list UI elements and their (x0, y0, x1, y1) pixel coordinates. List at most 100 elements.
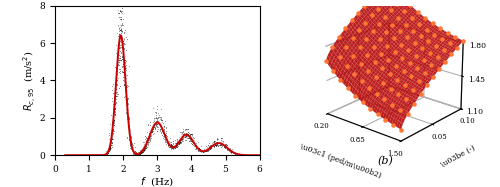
Point (134, 153, 142, 156)
Point (252, 154, 260, 157)
Point (122, 96, 130, 99)
Point (118, 65, 126, 68)
Point (94, 154, 102, 157)
Point (148, 129, 156, 132)
Point (178, 135, 186, 138)
Point (84, 154, 92, 157)
Point (116, 15, 124, 18)
Point (141, 144, 149, 147)
Point (158, 118, 166, 121)
Point (179, 130, 187, 133)
Point (122, 75, 130, 78)
Point (134, 152, 142, 155)
Point (169, 145, 177, 148)
Point (126, 130, 134, 133)
Point (203, 148, 211, 151)
Point (246, 154, 254, 157)
Point (160, 124, 168, 127)
Point (221, 146, 229, 149)
Point (118, 57, 126, 60)
Point (76, 154, 84, 157)
Point (178, 137, 186, 140)
Point (70, 154, 78, 157)
Point (234, 153, 241, 156)
Point (216, 141, 224, 144)
Point (218, 143, 226, 146)
Point (68, 154, 76, 157)
Point (124, 96, 132, 99)
Point (158, 134, 166, 137)
Point (234, 153, 242, 156)
Point (120, 95, 128, 98)
Point (156, 127, 164, 130)
Point (181, 135, 189, 138)
Point (122, 100, 130, 103)
Point (208, 141, 216, 144)
Point (216, 143, 224, 146)
Point (80, 154, 88, 157)
Point (144, 141, 152, 144)
Point (132, 152, 140, 155)
Point (114, 39, 122, 42)
Point (244, 154, 252, 157)
Point (174, 142, 182, 145)
Point (186, 139, 194, 142)
Point (228, 149, 235, 152)
Point (161, 137, 169, 140)
Point (94, 154, 102, 157)
Point (204, 149, 212, 152)
Point (124, 120, 132, 123)
Point (130, 151, 138, 154)
Point (166, 145, 174, 148)
Point (120, 74, 128, 77)
Point (119, 37, 127, 40)
Point (212, 139, 220, 142)
Point (116, 39, 124, 42)
Point (66, 154, 74, 157)
Point (68, 154, 76, 157)
Point (160, 128, 168, 131)
Point (227, 149, 235, 152)
Point (240, 154, 248, 157)
Point (200, 149, 208, 152)
Point (118, 39, 126, 42)
Point (196, 148, 204, 151)
Point (184, 134, 192, 137)
Point (160, 131, 168, 134)
Point (74, 154, 82, 157)
Point (220, 143, 228, 146)
Point (200, 150, 207, 153)
X-axis label: $f$  (Hz): $f$ (Hz) (140, 175, 174, 187)
Point (214, 145, 222, 148)
Point (118, 24, 126, 27)
Point (98, 154, 106, 157)
Point (123, 94, 131, 96)
Point (102, 152, 110, 155)
Point (234, 153, 241, 156)
Point (194, 148, 202, 151)
Point (101, 153, 109, 156)
Point (166, 144, 174, 147)
Point (120, 39, 128, 42)
Point (206, 147, 214, 150)
Point (197, 149, 205, 152)
Point (77, 154, 85, 157)
Point (131, 152, 139, 155)
Point (180, 132, 188, 135)
Point (68, 154, 76, 157)
Point (210, 142, 218, 145)
Point (130, 150, 138, 153)
Point (186, 136, 194, 139)
Point (85, 154, 93, 157)
Point (102, 152, 110, 155)
Point (252, 154, 260, 157)
Point (116, 36, 124, 39)
Point (146, 136, 154, 139)
Point (134, 152, 142, 155)
Point (214, 140, 222, 143)
Point (237, 153, 245, 156)
Point (231, 152, 239, 155)
Point (241, 154, 249, 157)
Point (196, 149, 204, 152)
Point (190, 143, 198, 146)
